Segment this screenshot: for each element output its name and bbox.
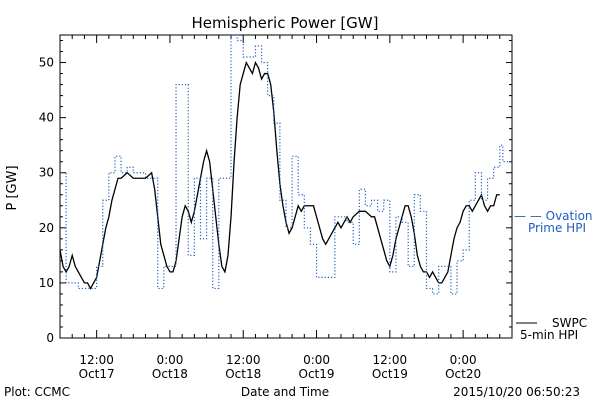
x-axis-label: Date and Time <box>241 385 329 399</box>
chart-title: Hemispheric Power [GW] <box>192 14 379 32</box>
x-tick-date-label: Oct18 <box>225 367 261 381</box>
y-tick-label: 10 <box>39 276 54 290</box>
y-axis-label: P [GW] <box>5 165 20 210</box>
legend-swpc-line1: SWPC <box>552 316 587 330</box>
x-tick-time-label: 12:00 <box>226 353 261 367</box>
y-tick-label: 20 <box>39 221 54 235</box>
x-tick-time-label: 0:00 <box>303 353 330 367</box>
legend-swpc-line2: 5-min HPI <box>520 328 578 342</box>
legend-ovation-line1: — — Ovation <box>514 209 593 223</box>
x-tick-time-label: 12:00 <box>373 353 408 367</box>
x-tick-date-label: Oct19 <box>299 367 335 381</box>
x-tick-date-label: Oct20 <box>445 367 481 381</box>
y-tick-label: 0 <box>46 331 54 345</box>
y-tick-label: 40 <box>39 111 54 125</box>
x-tick-date-label: Oct19 <box>372 367 408 381</box>
x-tick-time-label: 0:00 <box>450 353 477 367</box>
plot-credit: Plot: CCMC <box>4 385 70 399</box>
series-swpc-line <box>59 60 500 290</box>
x-axis: 12:00Oct170:00Oct1812:00Oct180:00Oct1912… <box>59 35 513 381</box>
series-ovation-prime-line <box>60 34 512 295</box>
plot-timestamp: 2015/10/20 06:50:23 <box>453 385 580 399</box>
y-axis: 0 10 20 30 40 50 <box>39 40 512 345</box>
legend-ovation: — — Ovation Prime HPI <box>514 209 593 235</box>
x-tick-date-label: Oct17 <box>79 367 115 381</box>
legend-ovation-line2: Prime HPI <box>528 221 586 235</box>
y-tick-label: 50 <box>39 56 54 70</box>
y-tick-label: 30 <box>39 166 54 180</box>
legend-swpc: SWPC 5-min HPI <box>516 316 587 342</box>
x-tick-time-label: 0:00 <box>156 353 183 367</box>
plot-frame <box>59 34 513 339</box>
x-tick-date-label: Oct18 <box>152 367 188 381</box>
x-tick-time-label: 12:00 <box>79 353 114 367</box>
series-layer <box>59 34 512 295</box>
